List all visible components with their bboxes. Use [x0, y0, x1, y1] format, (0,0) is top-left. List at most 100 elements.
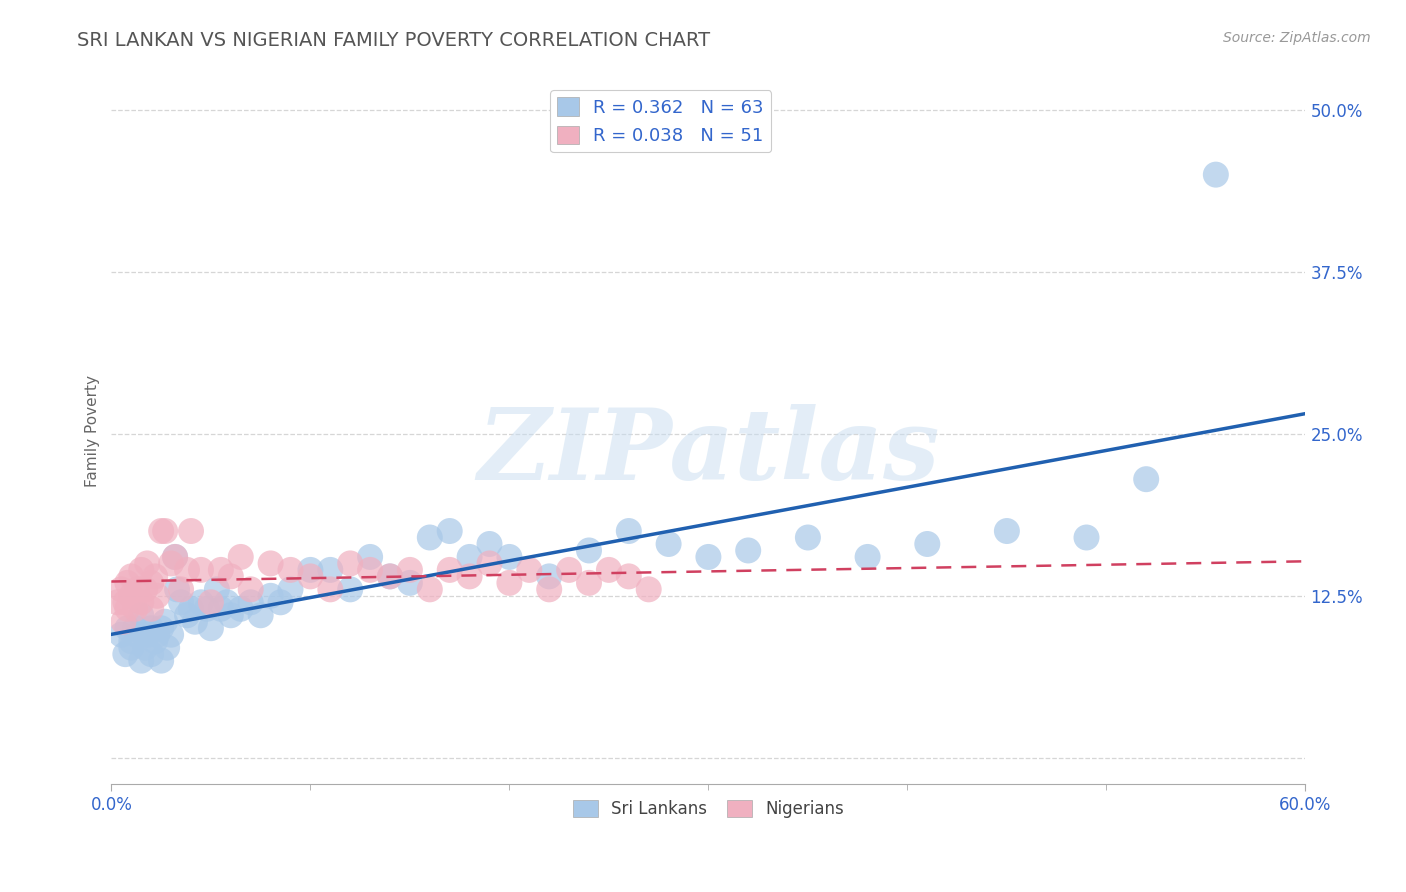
Point	[209, 601, 232, 615]
Point	[146, 628, 169, 642]
Point	[270, 595, 292, 609]
Point	[259, 557, 281, 571]
Point	[200, 621, 222, 635]
Point	[359, 563, 381, 577]
Point	[143, 569, 166, 583]
Point	[129, 654, 152, 668]
Point	[419, 582, 441, 597]
Point	[141, 647, 163, 661]
Point	[195, 601, 218, 615]
Point	[617, 524, 640, 538]
Legend: Sri Lankans, Nigerians: Sri Lankans, Nigerians	[567, 793, 851, 825]
Point	[280, 563, 302, 577]
Point	[180, 524, 202, 538]
Point	[219, 608, 242, 623]
Point	[176, 608, 198, 623]
Point	[538, 582, 561, 597]
Point	[578, 543, 600, 558]
Point	[617, 569, 640, 583]
Point	[166, 582, 188, 597]
Point	[319, 582, 342, 597]
Point	[165, 549, 187, 564]
Point	[153, 615, 176, 629]
Point	[114, 595, 136, 609]
Point	[280, 582, 302, 597]
Point	[458, 549, 481, 564]
Point	[319, 563, 342, 577]
Point	[190, 595, 212, 609]
Point	[176, 563, 198, 577]
Point	[136, 557, 159, 571]
Point	[378, 569, 401, 583]
Point	[190, 563, 212, 577]
Point	[146, 589, 169, 603]
Text: SRI LANKAN VS NIGERIAN FAMILY POVERTY CORRELATION CHART: SRI LANKAN VS NIGERIAN FAMILY POVERTY CO…	[77, 31, 710, 50]
Point	[458, 569, 481, 583]
Point	[200, 595, 222, 609]
Point	[637, 582, 659, 597]
Point	[120, 589, 142, 603]
Point	[170, 582, 193, 597]
Point	[156, 640, 179, 655]
Point	[419, 531, 441, 545]
Point	[124, 601, 146, 615]
Point	[399, 575, 422, 590]
Point	[120, 640, 142, 655]
Point	[517, 563, 540, 577]
Point	[114, 647, 136, 661]
Point	[439, 524, 461, 538]
Point	[498, 549, 520, 564]
Point	[134, 582, 156, 597]
Point	[129, 595, 152, 609]
Point	[150, 654, 173, 668]
Point	[797, 531, 820, 545]
Y-axis label: Family Poverty: Family Poverty	[86, 375, 100, 487]
Point	[124, 621, 146, 635]
Point	[150, 524, 173, 538]
Point	[697, 549, 720, 564]
Point	[112, 615, 135, 629]
Point	[110, 582, 132, 597]
Point	[110, 628, 132, 642]
Point	[249, 608, 271, 623]
Point	[143, 634, 166, 648]
Point	[127, 628, 149, 642]
Point	[229, 601, 252, 615]
Point	[219, 569, 242, 583]
Point	[439, 563, 461, 577]
Point	[129, 563, 152, 577]
Text: Source: ZipAtlas.com: Source: ZipAtlas.com	[1223, 31, 1371, 45]
Point	[359, 549, 381, 564]
Point	[995, 524, 1018, 538]
Point	[378, 569, 401, 583]
Point	[127, 582, 149, 597]
Point	[339, 557, 361, 571]
Point	[150, 621, 173, 635]
Point	[239, 582, 262, 597]
Point	[141, 575, 163, 590]
Point	[478, 537, 501, 551]
Point	[339, 582, 361, 597]
Point	[117, 601, 139, 615]
Point	[215, 595, 238, 609]
Point	[209, 563, 232, 577]
Point	[598, 563, 620, 577]
Point	[229, 549, 252, 564]
Point	[136, 628, 159, 642]
Point	[259, 589, 281, 603]
Point	[141, 621, 163, 635]
Point	[917, 537, 939, 551]
Point	[205, 582, 228, 597]
Point	[141, 601, 163, 615]
Point	[498, 575, 520, 590]
Point	[170, 595, 193, 609]
Point	[558, 563, 581, 577]
Point	[478, 557, 501, 571]
Point	[120, 569, 142, 583]
Point	[153, 524, 176, 538]
Point	[160, 628, 183, 642]
Point	[160, 557, 183, 571]
Text: ZIPatlas: ZIPatlas	[477, 403, 939, 500]
Point	[538, 569, 561, 583]
Point	[180, 601, 202, 615]
